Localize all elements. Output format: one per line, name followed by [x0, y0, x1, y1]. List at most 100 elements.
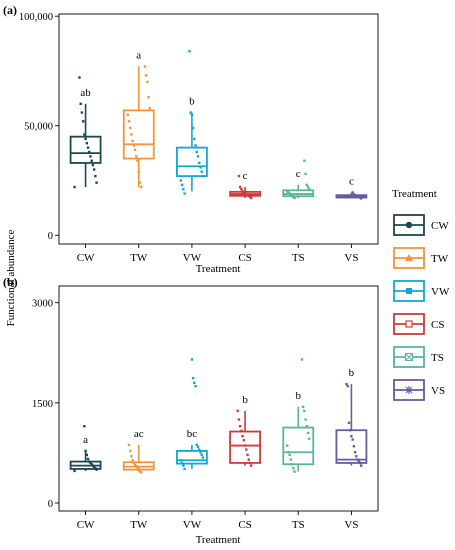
data-point [86, 457, 90, 461]
data-point [143, 65, 147, 68]
data-point [126, 113, 129, 116]
data-point [127, 443, 131, 447]
data-point [138, 469, 142, 472]
legend-items: CW TW VW CS TS VS [393, 214, 450, 401]
data-point [91, 163, 95, 167]
data-point [81, 120, 85, 123]
panel-b-box-cs [229, 409, 261, 467]
data-point [133, 148, 137, 152]
panel-b-xtick-label: VS [344, 519, 358, 531]
data-point [179, 459, 183, 462]
panel-b-x-axis: CW TW VW CS TS VS [77, 511, 358, 531]
data-point [73, 469, 76, 473]
data-point [79, 102, 82, 106]
legend-item-label: CS [431, 319, 444, 331]
data-point [357, 460, 360, 463]
data-point [352, 193, 356, 196]
legend-item-vs: VS [393, 379, 445, 401]
data-point [355, 194, 358, 198]
data-point [303, 409, 306, 413]
data-point [288, 192, 291, 195]
data-point [191, 376, 195, 380]
data-point [94, 467, 97, 470]
data-point [92, 168, 96, 171]
data-point [190, 358, 194, 361]
data-point [247, 458, 250, 461]
data-point [73, 185, 76, 189]
panel-a-xtick-label: CS [238, 252, 251, 264]
panel-a-xtick-label: VS [344, 252, 358, 264]
panel-a-box-tw [122, 65, 155, 189]
data-point [135, 465, 138, 468]
data-point [147, 96, 150, 99]
panel-a-boxes [69, 50, 368, 200]
data-point [91, 464, 95, 467]
data-point [196, 445, 200, 449]
data-point [131, 459, 134, 462]
data-point [242, 439, 246, 442]
data-point [305, 425, 309, 428]
box-iqr [229, 430, 261, 464]
panel-b-x-axis-title: Treatment [196, 534, 241, 546]
data-point [300, 358, 304, 361]
data-point [131, 139, 134, 143]
data-point [179, 179, 183, 182]
panel-a-sig-cw: ab [80, 87, 91, 99]
data-point [188, 50, 191, 53]
data-point [243, 192, 247, 195]
data-point [286, 190, 289, 193]
data-point [130, 133, 133, 136]
data-point [195, 443, 199, 447]
data-point [292, 195, 295, 199]
data-point [237, 174, 241, 178]
panel-a-sig-ts: c [296, 168, 301, 180]
data-point [348, 429, 352, 432]
panel-b-y-axis: 0 1500 3000 [32, 299, 59, 510]
data-point [137, 170, 140, 173]
panel-a-ytick-label: 0 [48, 231, 53, 242]
data-point [292, 467, 295, 470]
data-point [92, 465, 96, 469]
data-point [356, 458, 359, 461]
data-point [241, 190, 244, 193]
box-iqr [69, 135, 102, 164]
data-point [358, 196, 362, 199]
data-point [133, 463, 137, 467]
legend-item-label: TS [431, 352, 444, 364]
data-point [94, 174, 97, 178]
data-point [240, 429, 243, 433]
legend-item-label: TW [431, 253, 449, 265]
data-point [352, 445, 356, 448]
data-point [305, 183, 309, 187]
data-point [303, 159, 306, 162]
data-point [304, 418, 307, 421]
data-point [84, 449, 87, 453]
data-point [199, 166, 202, 169]
panel-a-sig-tw: a [136, 50, 141, 62]
data-point [248, 195, 252, 199]
data-point [84, 137, 87, 141]
data-point [182, 464, 185, 467]
data-point [193, 137, 196, 141]
data-point [286, 444, 289, 447]
data-point [194, 384, 197, 388]
data-point [132, 461, 136, 465]
data-point [241, 435, 244, 438]
data-point [287, 451, 290, 454]
panel-a-box-cs [229, 174, 261, 200]
data-point [128, 449, 132, 453]
legend-item-cw: CW [393, 214, 449, 236]
data-point [351, 438, 354, 441]
panel-b-label: (b) [3, 275, 18, 289]
asterisk-marker-icon [405, 386, 413, 394]
legend-item-label: CW [431, 220, 449, 232]
legend-item-label: VW [431, 286, 450, 298]
data-point [355, 455, 358, 458]
data-point [196, 155, 200, 158]
panel-a-ytick-label: 50,000 [24, 122, 53, 133]
data-point [356, 195, 359, 198]
data-point [83, 133, 86, 136]
panel-a-xtick-label: TS [292, 252, 305, 264]
panel-a-x-axis: CW TW VW CS TS VS [77, 244, 358, 264]
